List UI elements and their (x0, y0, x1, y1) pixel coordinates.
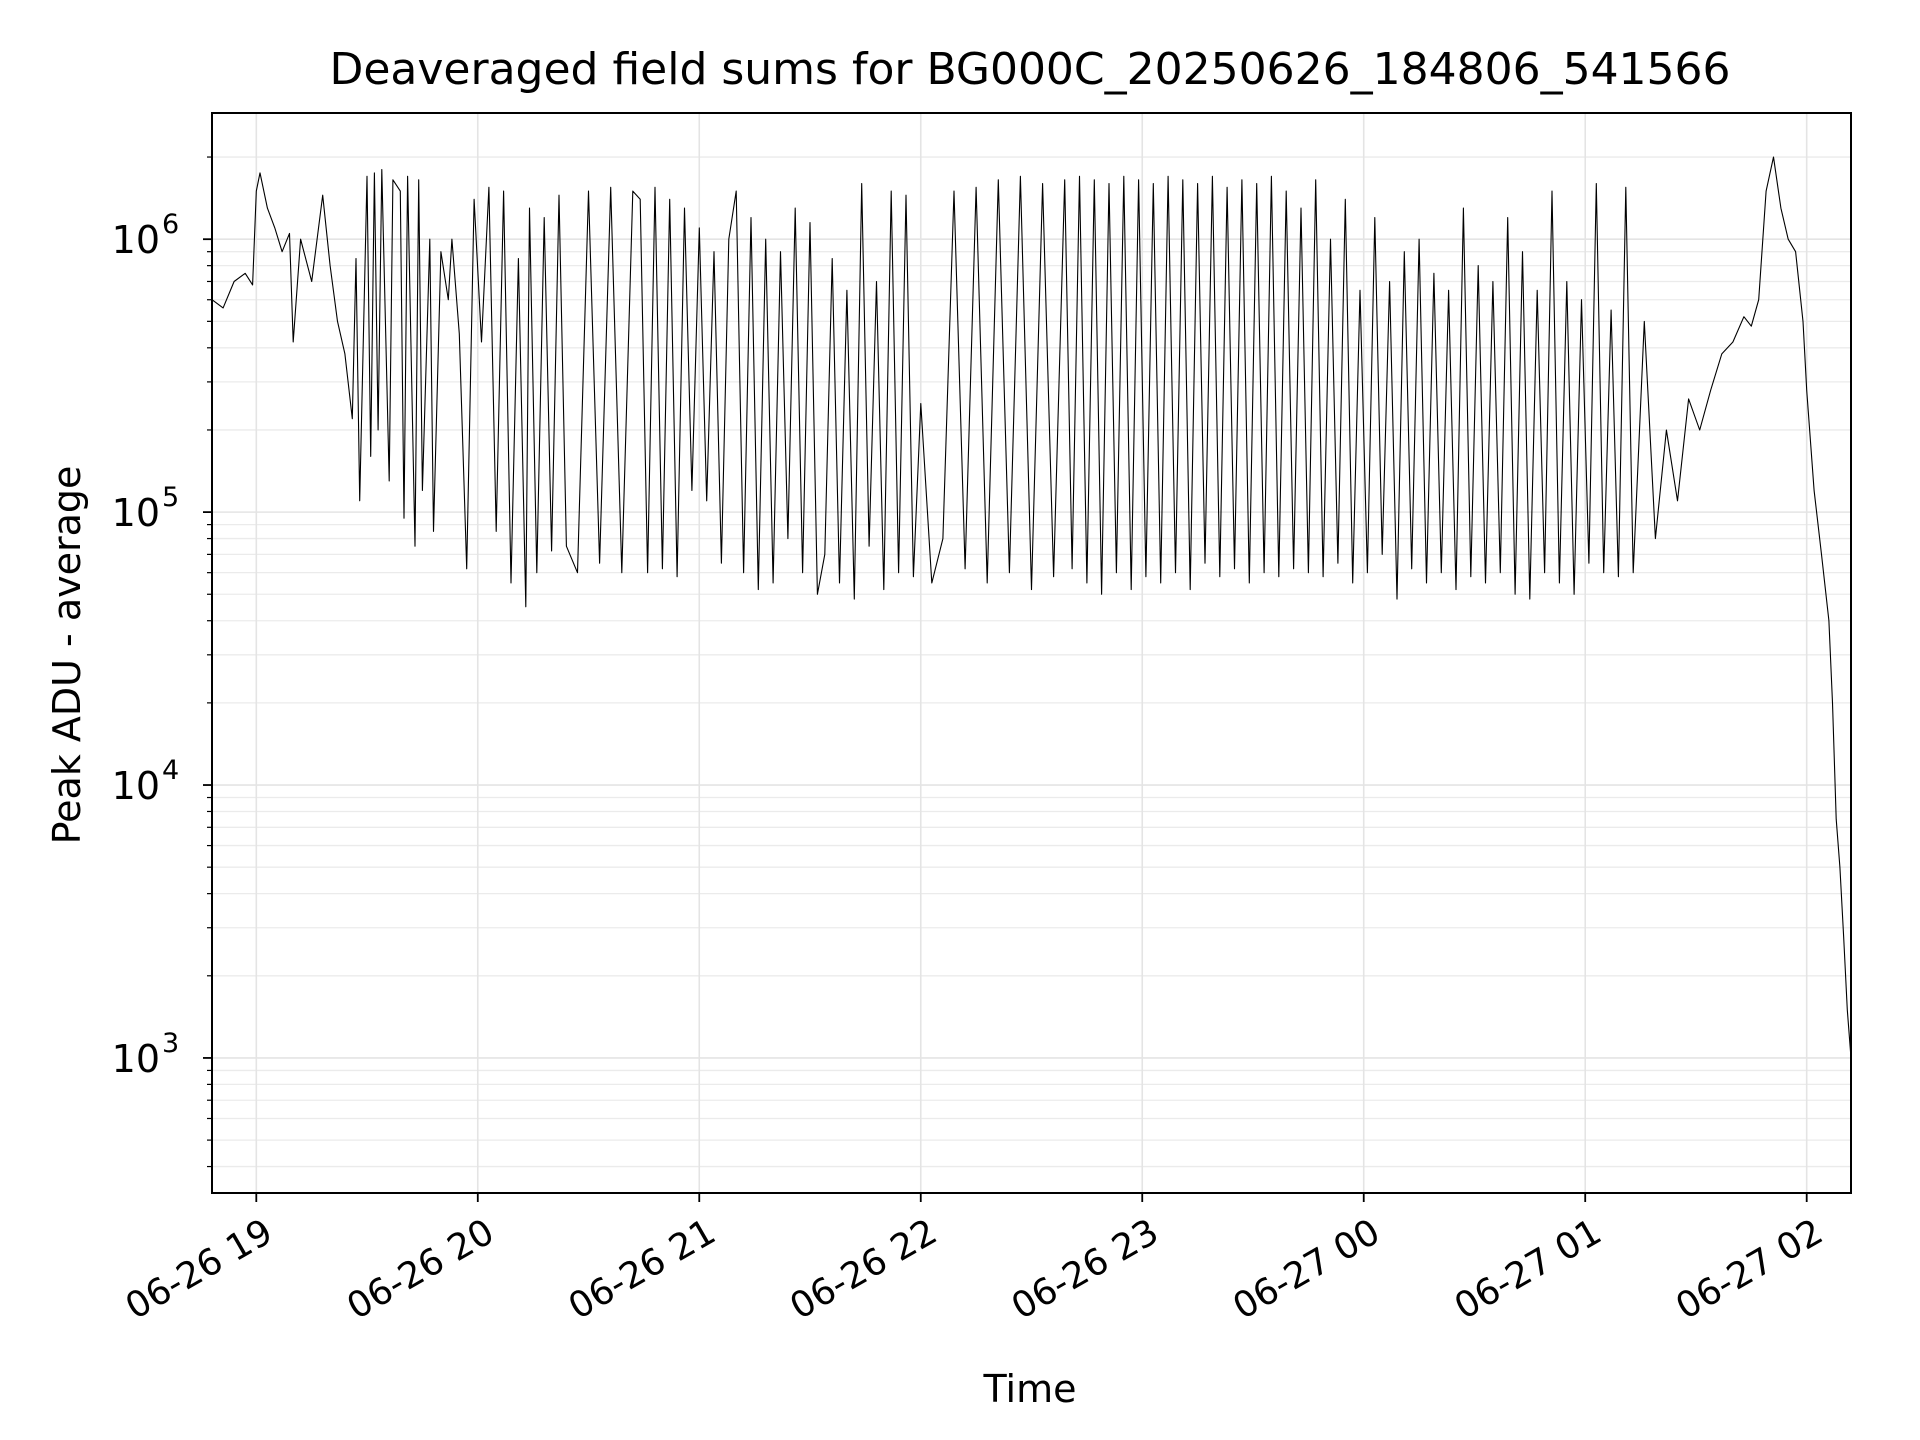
chart-title: Deaveraged field sums for BG000C_2025062… (329, 44, 1730, 95)
y-tick-exponent: 6 (162, 209, 179, 240)
y-tick-label: 10 (112, 1037, 160, 1081)
x-axis-label: Time (983, 1367, 1077, 1411)
series-line-1 (211, 156, 1852, 1058)
y-tick-exponent: 4 (162, 755, 179, 786)
y-tick-label: 10 (112, 491, 160, 535)
major-gridlines (212, 113, 1851, 1193)
y-tick-label: 10 (112, 764, 160, 808)
y-axis-label: Peak ADU - average (45, 466, 89, 845)
y-tick-exponent: 3 (162, 1028, 179, 1059)
y-tick-label: 10 (112, 218, 160, 262)
y-tick-exponent: 5 (162, 482, 179, 513)
plot-frame (211, 112, 1852, 1194)
series-group (211, 156, 1852, 1058)
